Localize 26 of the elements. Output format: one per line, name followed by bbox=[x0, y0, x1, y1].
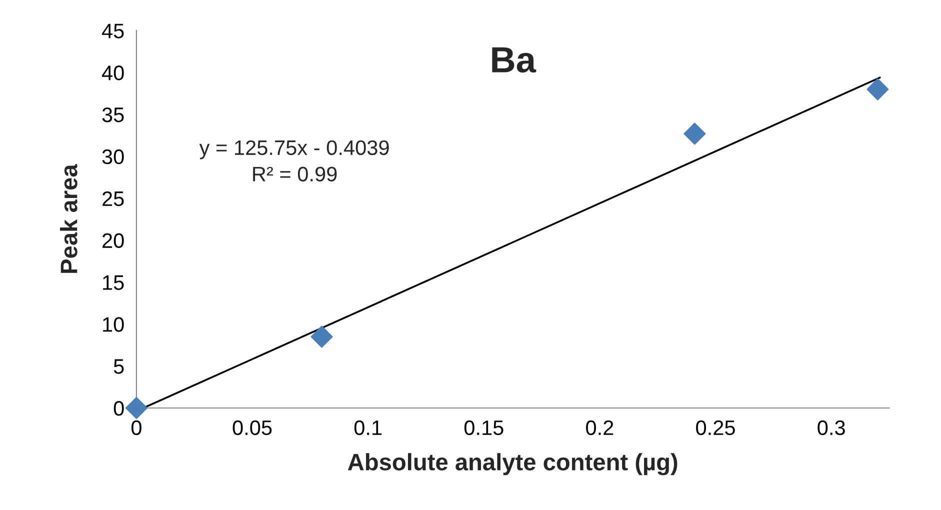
y-tick-label: 45 bbox=[102, 24, 124, 38]
x-tick-label: 0.3 bbox=[818, 420, 845, 436]
x-tick-label: 0.1 bbox=[354, 420, 382, 436]
y-axis-title: Peak area bbox=[60, 164, 78, 273]
x-tick-label: 0 bbox=[131, 420, 142, 436]
x-tick-label: 0.15 bbox=[464, 420, 504, 436]
y-tick-label: 25 bbox=[102, 191, 124, 206]
annotation: y = 125.75x - 0.4039 bbox=[199, 140, 389, 160]
y-tick-label: 5 bbox=[114, 359, 124, 374]
y-tick-label: 15 bbox=[103, 275, 124, 290]
point bbox=[310, 326, 333, 348]
x-tick-label: 0.25 bbox=[696, 420, 735, 436]
y-tick-label: 10 bbox=[103, 317, 124, 332]
y-tick-label: 0 bbox=[114, 401, 124, 416]
x-tick-label: 0.05 bbox=[232, 420, 272, 436]
x-tick-label: 0.2 bbox=[586, 420, 614, 436]
x-axis-title: Absolute analyte content (µg) bbox=[348, 453, 678, 476]
chart-title: Ba bbox=[492, 47, 536, 73]
y-tick-label: 20 bbox=[102, 233, 124, 248]
annotation: R² = 0.99 bbox=[253, 166, 337, 182]
point bbox=[684, 122, 706, 145]
y-tick-label: 35 bbox=[102, 107, 124, 122]
y-tick-label: 40 bbox=[102, 66, 124, 80]
point bbox=[125, 397, 148, 419]
point bbox=[866, 78, 889, 100]
y-tick-label: 30 bbox=[102, 149, 124, 164]
